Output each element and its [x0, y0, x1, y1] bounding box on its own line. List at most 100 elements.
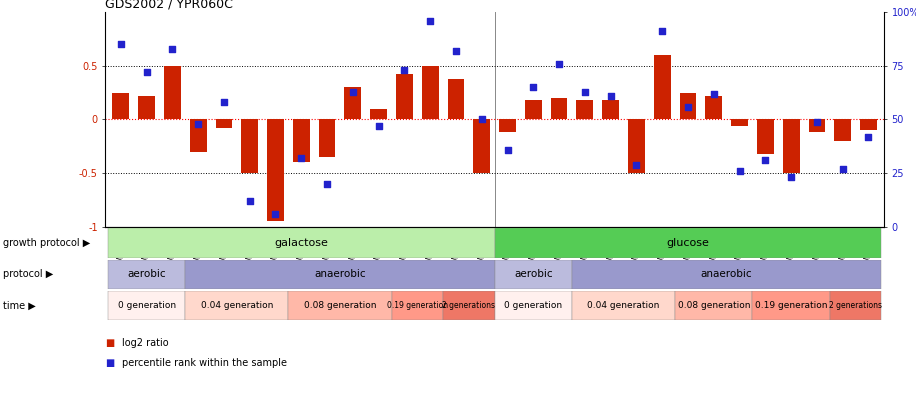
- Point: [551, 60, 566, 67]
- Point: [268, 211, 283, 217]
- Bar: [391, 291, 443, 320]
- Text: 2 generations: 2 generations: [442, 301, 496, 310]
- Text: 0.04 generation: 0.04 generation: [201, 301, 273, 310]
- Bar: [443, 291, 495, 320]
- Point: [320, 181, 334, 187]
- Point: [604, 93, 618, 99]
- Point: [629, 161, 644, 168]
- Bar: [576, 100, 594, 119]
- Text: 0.08 generation: 0.08 generation: [678, 301, 750, 310]
- Bar: [757, 119, 774, 154]
- Point: [861, 133, 876, 140]
- Bar: [830, 291, 881, 320]
- Bar: [215, 119, 233, 128]
- Bar: [860, 119, 877, 130]
- Bar: [525, 100, 541, 119]
- Point: [294, 155, 309, 161]
- Bar: [495, 260, 572, 289]
- Point: [114, 41, 128, 48]
- Point: [139, 69, 154, 75]
- Bar: [396, 75, 413, 119]
- Bar: [185, 291, 289, 320]
- Point: [578, 88, 593, 95]
- Text: galactose: galactose: [274, 238, 328, 248]
- Point: [449, 47, 463, 54]
- Point: [474, 116, 489, 123]
- Text: 0.08 generation: 0.08 generation: [304, 301, 376, 310]
- Bar: [495, 228, 881, 258]
- Text: 2 generations: 2 generations: [829, 301, 882, 310]
- Text: protocol ▶: protocol ▶: [3, 269, 53, 279]
- Text: ■: ■: [105, 338, 114, 347]
- Point: [191, 121, 205, 127]
- Bar: [495, 291, 572, 320]
- Bar: [289, 291, 391, 320]
- Text: time ▶: time ▶: [3, 301, 36, 311]
- Text: 0 generation: 0 generation: [117, 301, 176, 310]
- Bar: [190, 119, 206, 152]
- Bar: [108, 228, 495, 258]
- Bar: [572, 291, 675, 320]
- Bar: [164, 66, 180, 119]
- Point: [397, 67, 411, 73]
- Bar: [344, 87, 361, 119]
- Bar: [108, 291, 185, 320]
- Text: 0.19 generation: 0.19 generation: [387, 301, 448, 310]
- Text: growth protocol ▶: growth protocol ▶: [3, 238, 90, 248]
- Bar: [603, 100, 619, 119]
- Point: [243, 198, 257, 204]
- Bar: [138, 96, 155, 119]
- Bar: [551, 98, 568, 119]
- Bar: [293, 119, 310, 162]
- Bar: [241, 119, 258, 173]
- Point: [526, 84, 540, 91]
- Point: [500, 146, 515, 153]
- Point: [732, 168, 747, 174]
- Bar: [421, 66, 439, 119]
- Bar: [834, 119, 851, 141]
- Bar: [752, 291, 830, 320]
- Bar: [448, 79, 464, 119]
- Bar: [675, 291, 752, 320]
- Bar: [474, 119, 490, 173]
- Point: [165, 45, 180, 52]
- Text: aerobic: aerobic: [127, 269, 166, 279]
- Text: percentile rank within the sample: percentile rank within the sample: [122, 358, 287, 368]
- Bar: [499, 119, 516, 132]
- Bar: [572, 260, 881, 289]
- Point: [681, 103, 695, 110]
- Bar: [370, 109, 387, 119]
- Point: [784, 174, 799, 181]
- Point: [216, 99, 231, 106]
- Bar: [267, 119, 284, 222]
- Bar: [731, 119, 748, 126]
- Bar: [185, 260, 495, 289]
- Text: 0.19 generation: 0.19 generation: [755, 301, 827, 310]
- Text: aerobic: aerobic: [514, 269, 552, 279]
- Bar: [705, 96, 722, 119]
- Bar: [809, 119, 825, 132]
- Bar: [108, 260, 185, 289]
- Point: [835, 166, 850, 172]
- Bar: [113, 93, 129, 119]
- Text: 0.04 generation: 0.04 generation: [587, 301, 660, 310]
- Point: [810, 118, 824, 125]
- Text: glucose: glucose: [667, 238, 709, 248]
- Point: [706, 90, 721, 97]
- Text: ■: ■: [105, 358, 114, 368]
- Bar: [783, 119, 800, 173]
- Bar: [628, 119, 645, 173]
- Point: [423, 17, 438, 24]
- Text: anaerobic: anaerobic: [701, 269, 752, 279]
- Bar: [654, 55, 671, 119]
- Point: [371, 123, 386, 129]
- Bar: [680, 93, 696, 119]
- Point: [345, 88, 360, 95]
- Text: log2 ratio: log2 ratio: [122, 338, 169, 347]
- Text: GDS2002 / YPR060C: GDS2002 / YPR060C: [105, 0, 234, 11]
- Text: 0 generation: 0 generation: [504, 301, 562, 310]
- Point: [758, 157, 773, 164]
- Text: anaerobic: anaerobic: [314, 269, 365, 279]
- Point: [655, 28, 670, 35]
- Bar: [319, 119, 335, 157]
